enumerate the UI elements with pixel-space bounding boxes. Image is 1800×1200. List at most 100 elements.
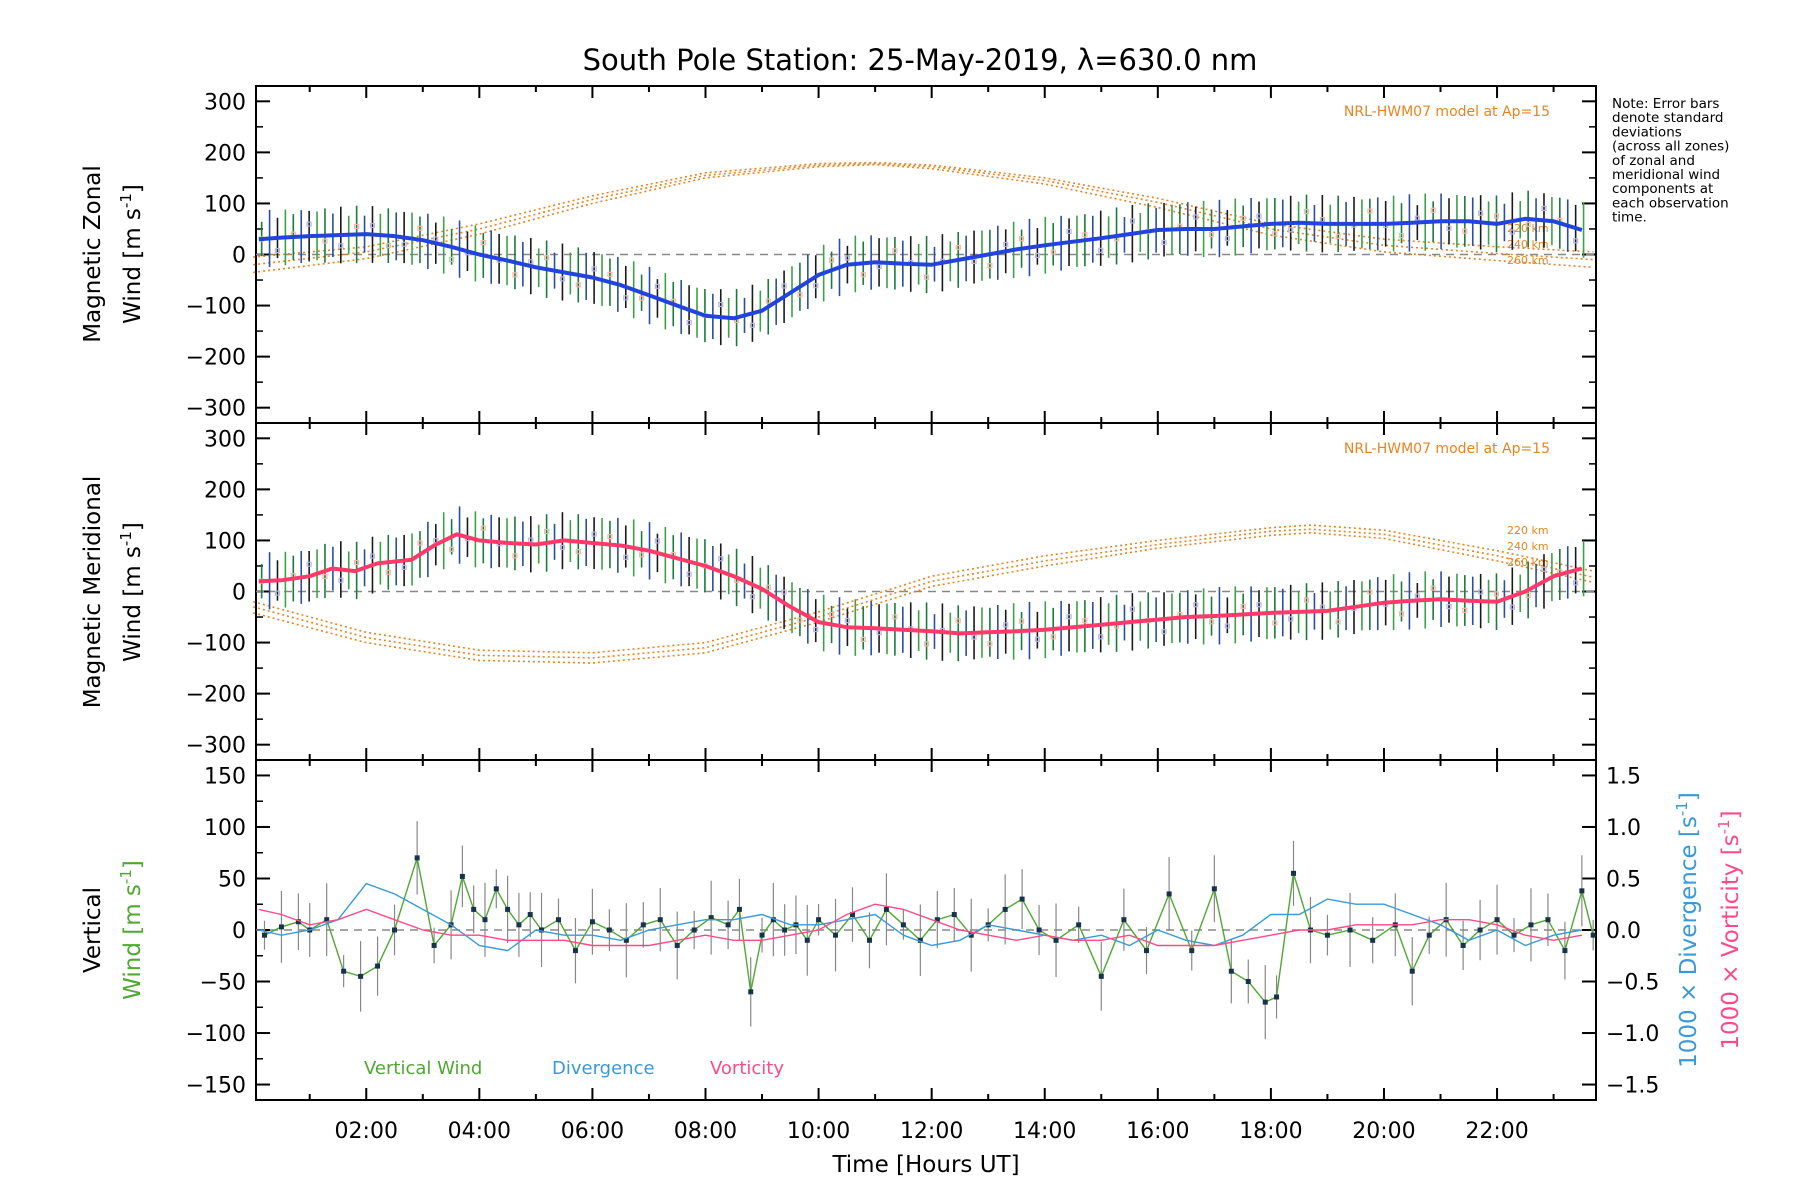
zone-sample	[401, 564, 407, 570]
zone-sample	[639, 552, 645, 558]
divergence-ylabel-close: ]	[1676, 792, 1702, 801]
model-curve-240km	[253, 162, 1594, 266]
zone-sample	[1272, 620, 1278, 626]
meridional-wind-line	[258, 532, 1583, 636]
zone-sample	[591, 266, 597, 272]
model-curve-220km	[252, 524, 1594, 654]
zone-sample	[1256, 602, 1262, 608]
zone-sample	[1541, 205, 1547, 211]
vertical-wind-point	[1036, 927, 1042, 933]
zone-sample	[987, 641, 993, 647]
zone-sample	[876, 263, 882, 270]
vertical-wind-point	[1211, 886, 1217, 892]
zone-sample	[449, 546, 455, 552]
vertical-wind-point	[295, 919, 301, 925]
zone-sample	[1303, 208, 1310, 215]
zone-sample	[401, 241, 407, 247]
zone-sample	[591, 531, 597, 537]
zone-sample	[480, 525, 486, 531]
zone-sample	[1335, 233, 1341, 239]
zone-sample	[765, 298, 771, 304]
zone-sample	[1509, 229, 1515, 235]
zone-sample	[1493, 213, 1500, 219]
vertical-wind-point	[482, 917, 488, 923]
vertical-ylabel-close: ]	[120, 860, 146, 869]
note-line: of zonal and	[1612, 153, 1695, 169]
y-tick-label: 100	[204, 816, 246, 841]
legend-vorticity: Vorticity	[710, 1058, 784, 1079]
zone-sample	[1414, 215, 1420, 221]
x-tick-label: 04:00	[448, 1119, 511, 1144]
vertical-wind-point	[1019, 896, 1025, 902]
zone-sample	[528, 537, 534, 543]
vertical-wind-point	[816, 917, 822, 923]
zone-sample	[1573, 238, 1579, 244]
y-tick-label: −150	[186, 1074, 246, 1099]
zone-sample	[1129, 218, 1135, 224]
divergence-line	[258, 882, 1583, 952]
y2-tick-label: 0.5	[1606, 867, 1641, 892]
zone-sample	[781, 589, 787, 595]
note-line: Note: Error bars	[1612, 96, 1719, 112]
vertical-wind-point	[1166, 891, 1172, 897]
x-tick-label: 12:00	[900, 1119, 963, 1144]
vertical-wind-point	[358, 973, 364, 979]
zone-sample	[354, 559, 360, 566]
zone-sample	[1446, 603, 1452, 610]
vertical-wind-point	[1002, 906, 1008, 912]
y2-tick-label: −0.5	[1606, 971, 1659, 996]
vertical-wind-point	[623, 937, 629, 943]
zone-sample	[1525, 592, 1531, 598]
note-line: meridional wind	[1612, 167, 1720, 183]
zone-sample	[1208, 232, 1215, 238]
vertical-wind-point	[527, 912, 533, 918]
zone-sample	[575, 549, 581, 555]
y-tick-label: −100	[186, 295, 246, 320]
zone-sample	[876, 630, 882, 636]
zone-sample	[765, 584, 771, 590]
zone-sample	[1161, 629, 1167, 635]
x-tick-label: 10:00	[787, 1119, 850, 1144]
vertical-wind-point	[555, 917, 561, 923]
vertical-wind-point	[516, 922, 522, 928]
vertical-wind-point	[431, 942, 437, 948]
zone-sample	[1161, 239, 1167, 246]
zone-sample	[1367, 208, 1373, 214]
y-tick-label: 150	[204, 764, 246, 789]
zone-sample	[544, 528, 550, 535]
zone-sample	[1288, 227, 1294, 233]
figure-title: South Pole Station: 25-May-2019, λ=630.0…	[583, 43, 1258, 77]
chart-marks: 02:00 04:00 06:00 08:00 10:00 12:00 14:00 16:00…	[186, 86, 1659, 1144]
y-tick-label: −100	[186, 632, 246, 657]
zone-sample	[1430, 585, 1436, 591]
y-tick-label: 0	[232, 581, 246, 606]
vertical-wind-point	[1274, 994, 1280, 1000]
zone-sample	[1303, 597, 1310, 603]
meridional-ylabel-line1: Magnetic Meridional	[80, 476, 106, 709]
vertical-wind-point	[640, 922, 646, 928]
y-tick-label: 0	[232, 919, 246, 944]
zone-sample	[1493, 591, 1500, 597]
vertical-wind-point	[1528, 922, 1534, 928]
zone-sample	[686, 319, 692, 326]
zone-sample	[623, 554, 629, 560]
zone-sample	[860, 636, 866, 642]
zone-sample	[860, 272, 866, 278]
zone-sample	[1430, 207, 1436, 213]
zone-sample	[338, 577, 344, 583]
zone-sample	[1050, 634, 1056, 640]
zone-sample	[971, 634, 977, 640]
vertical-wind-point	[1460, 942, 1466, 948]
zone-sample	[607, 534, 613, 540]
vertical-wind-point	[606, 927, 612, 933]
zone-sample	[654, 538, 661, 544]
vertical-wind-point	[1426, 932, 1432, 938]
zone-sample	[1272, 231, 1278, 237]
vertical-wind-point	[341, 968, 347, 974]
zone-sample	[1256, 213, 1262, 219]
vertical-wind-point	[770, 917, 776, 923]
vertical-wind-point	[934, 917, 940, 923]
y-tick-label: −300	[186, 397, 246, 422]
legend-vertical-wind: Vertical Wind	[364, 1058, 482, 1079]
